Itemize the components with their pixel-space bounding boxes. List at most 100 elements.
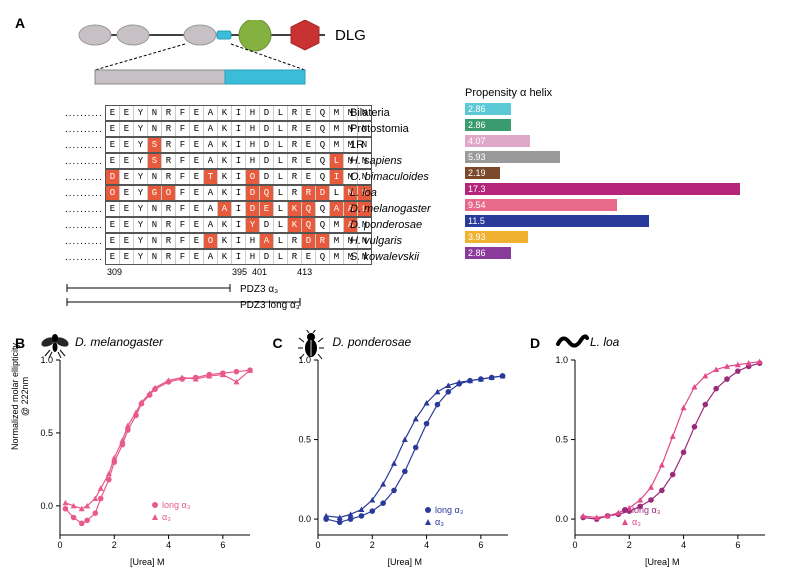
sequence-row: ..........OEYGOFEAKIDQLRRDLMS xyxy=(65,185,372,201)
residue-cell: I xyxy=(232,138,246,152)
residue-cell: F xyxy=(176,122,190,136)
residue-cell: A xyxy=(204,154,218,168)
residue-cell: R xyxy=(302,186,316,200)
residue-cell: E xyxy=(106,234,120,248)
residue-cell: E xyxy=(106,154,120,168)
residue-cell: G xyxy=(148,186,162,200)
residue-cell: Y xyxy=(134,202,148,216)
propensity-bar-row: 2.19 xyxy=(465,165,740,181)
residue-cell: S xyxy=(148,154,162,168)
svg-text:2: 2 xyxy=(627,540,632,550)
residue-cell: F xyxy=(176,250,190,264)
residue-cell: A xyxy=(204,122,218,136)
sequence-prefix-dots: .......... xyxy=(65,156,105,167)
svg-text:0.5: 0.5 xyxy=(40,428,53,438)
residue-cell: E xyxy=(302,250,316,264)
propensity-title: Propensity α helix xyxy=(465,87,740,99)
sequence-prefix-dots: .......... xyxy=(65,124,105,135)
residue-cell: E xyxy=(260,202,274,216)
residue-cell: O xyxy=(106,186,120,200)
sequence-table: ..........EEYNRFEAKIHDLREQMMN..........E… xyxy=(65,105,372,265)
residue-cell: Q xyxy=(316,122,330,136)
propensity-bar: 2.86 xyxy=(465,247,511,259)
residue-cell: H xyxy=(246,154,260,168)
propensity-bar-row: 2.86 xyxy=(465,101,740,117)
propensity-bar: 11.5 xyxy=(465,215,649,227)
svg-text:6: 6 xyxy=(220,540,225,550)
residue-cell: N xyxy=(148,250,162,264)
residue-cell: E xyxy=(302,122,316,136)
panel-a-label: A xyxy=(15,15,25,31)
svg-text:1.0: 1.0 xyxy=(40,355,53,365)
sequence-cells: EEYSRFEAKIHDLREQMMN xyxy=(105,137,372,153)
residue-cell: F xyxy=(176,138,190,152)
chart-title: L. loa xyxy=(590,335,619,349)
residue-cell: F xyxy=(176,186,190,200)
sequence-cells: EEYNRFEAKIHDLREQMMN xyxy=(105,105,372,121)
sequence-prefix-dots: .......... xyxy=(65,204,105,215)
residue-cell: R xyxy=(288,234,302,248)
dlg-label: DLG xyxy=(335,27,366,44)
svg-text:α₃: α₃ xyxy=(632,517,641,527)
sequence-prefix-dots: .......... xyxy=(65,220,105,231)
residue-cell: R xyxy=(288,250,302,264)
residue-cell: N xyxy=(148,218,162,232)
residue-cell: E xyxy=(106,138,120,152)
residue-cell: N xyxy=(148,202,162,216)
residue-cell: A xyxy=(218,202,232,216)
chart-panel: DL. loa[Urea] M02460.00.51.0long α₃α₃ xyxy=(530,335,775,565)
sequence-prefix-dots: .......... xyxy=(65,252,105,263)
residue-cell: D xyxy=(260,250,274,264)
worm-icon xyxy=(555,330,589,355)
residue-cell: I xyxy=(330,170,344,184)
residue-cell: H xyxy=(246,138,260,152)
chart-panel: BD. melanogasterNormalized molar ellipti… xyxy=(15,335,260,565)
residue-cell: S xyxy=(148,138,162,152)
propensity-column: Propensity α helix 2.862.864.075.932.191… xyxy=(465,87,740,261)
species-label: D. ponderosae xyxy=(350,217,431,233)
residue-cell: H xyxy=(246,106,260,120)
residue-cell: E xyxy=(302,154,316,168)
residue-cell: Q xyxy=(302,218,316,232)
sequence-row: ..........EEYSRFEAKIHDLREQLMN xyxy=(65,153,372,169)
residue-cell: A xyxy=(204,250,218,264)
chart-title: D. ponderosae xyxy=(333,335,412,349)
residue-cell: L xyxy=(274,218,288,232)
species-label: L. loa xyxy=(350,185,431,201)
sequence-cells: EEYSRFEAKIHDLREQLMN xyxy=(105,153,372,169)
propensity-bar-row: 17.3 xyxy=(465,181,740,197)
residue-cell: E xyxy=(120,170,134,184)
residue-cell: Q xyxy=(260,186,274,200)
residue-cell: E xyxy=(120,106,134,120)
residue-cell: O xyxy=(246,170,260,184)
residue-cell: Y xyxy=(134,218,148,232)
residue-cell: L xyxy=(274,106,288,120)
residue-cell: E xyxy=(190,186,204,200)
residue-cell: Y xyxy=(134,106,148,120)
residue-cell: K xyxy=(218,218,232,232)
residue-cell: A xyxy=(204,138,218,152)
residue-cell: F xyxy=(176,154,190,168)
residue-cell: I xyxy=(232,170,246,184)
x-axis-label: [Urea] M xyxy=(388,557,423,567)
residue-cell: Q xyxy=(316,202,330,216)
pdz-range-lines: PDZ3 α₃ PDZ3 long α₃ xyxy=(65,280,355,313)
residue-cell: I xyxy=(232,218,246,232)
residue-cell: M xyxy=(330,122,344,136)
residue-cell: R xyxy=(162,122,176,136)
residue-cell: K xyxy=(218,170,232,184)
panel-label: D xyxy=(530,335,540,351)
residue-cell: E xyxy=(190,122,204,136)
svg-text:α₃: α₃ xyxy=(435,517,444,527)
species-label: H. sapiens xyxy=(350,153,431,169)
propensity-bar-row: 9.54 xyxy=(465,197,740,213)
residue-cell: I xyxy=(232,106,246,120)
residue-cell: Q xyxy=(302,202,316,216)
residue-cell: D xyxy=(106,170,120,184)
residue-cell: O xyxy=(204,234,218,248)
svg-text:long α₃: long α₃ xyxy=(435,505,464,515)
residue-cell: Q xyxy=(316,106,330,120)
residue-cell: L xyxy=(274,170,288,184)
sequence-row: ..........EEYNRFEAKIHDLREQMMN xyxy=(65,105,372,121)
svg-text:1.0: 1.0 xyxy=(555,355,568,365)
